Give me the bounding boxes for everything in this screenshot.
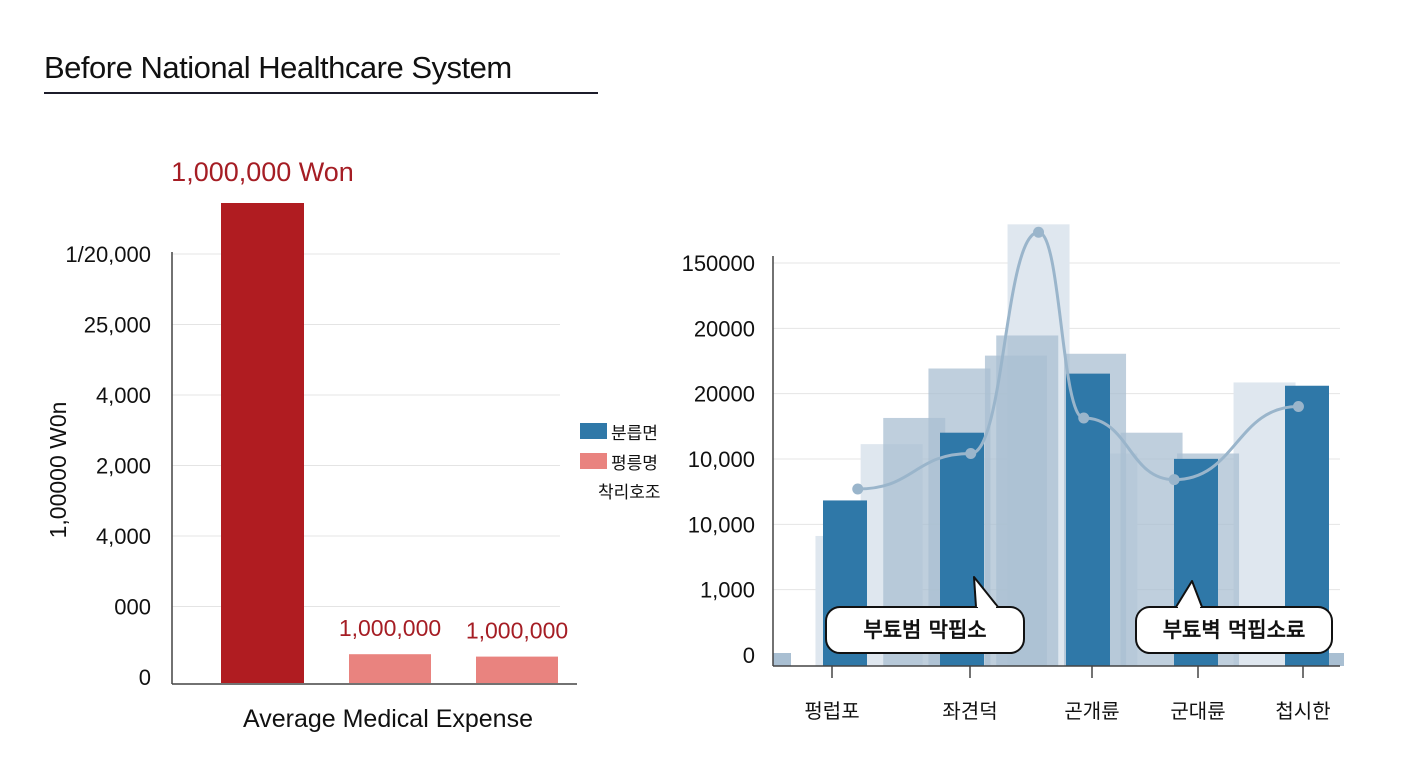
legend-item-red: 평릉명 (580, 446, 661, 476)
left-y-tick-label: 0 (139, 665, 151, 690)
right-y-tick-labels: 150000 20000 20000 10,000 10,000 1,000 0 (682, 251, 755, 668)
right-x-tick-label: 군대륜 (1170, 699, 1225, 723)
right-trend-point (1078, 412, 1090, 424)
left-data-label: 1,000,000 Won (171, 157, 354, 187)
title-underline (44, 92, 598, 94)
right-y-tick-label: 10,000 (688, 447, 755, 472)
right-x-tick-label: 곤개륜 (1064, 699, 1119, 723)
legend: 분릅면 평릉명 착리호조 (580, 416, 661, 503)
legend-note: 착리호조 (598, 483, 661, 503)
legend-item-blue: 분릅면 (580, 416, 661, 446)
right-trend-point (852, 483, 864, 495)
right-trend-point (1292, 401, 1304, 413)
legend-swatch-blue (580, 423, 607, 439)
right-y-tick-label: 20000 (694, 316, 755, 341)
right-bg-bar-edge (773, 653, 791, 666)
left-y-tick-label: 25,000 (84, 313, 151, 338)
left-x-axis-label: Average Medical Expense (243, 705, 533, 733)
left-y-tick-label: 4,000 (96, 383, 151, 408)
legend-label-blue: 분릅면 (611, 423, 658, 444)
left-bars (221, 203, 558, 683)
callout-box (825, 606, 1025, 654)
legend-swatch-red (580, 453, 607, 469)
right-bg-bar-edge (1328, 653, 1344, 666)
legend-label-red: 평릉명 (611, 453, 658, 474)
left-data-labels: 1,000,000 Won 1,000,000 1,000,000 (171, 157, 568, 644)
right-trend-point (1033, 226, 1045, 238)
left-data-label: 1,000,000 (466, 618, 568, 644)
right-y-tick-label: 1,000 (700, 578, 755, 603)
left-y-tick-label: 1/20,000 (65, 242, 151, 267)
right-trend-point (965, 447, 977, 459)
callout-text: 부툐범 막핍소 (863, 618, 986, 642)
page-title: Before National Healthcare System (44, 50, 512, 85)
callout-tail (973, 576, 999, 608)
right-x-tick-label: 첩시한 (1275, 699, 1330, 723)
right-y-tick-label: 0 (743, 643, 755, 668)
right-y-tick-label: 150000 (682, 251, 755, 276)
right-y-tick-label: 20000 (694, 382, 755, 407)
left-y-tick-label: 2,000 (96, 454, 151, 479)
right-callouts: 부툐범 막핍소 부툐벽 먹핍소료 (825, 576, 1333, 654)
callout-text: 부툐벽 먹핍소료 (1163, 618, 1306, 642)
right-trend-point (1168, 474, 1180, 486)
right-x-tick-labels: 펑럽포 좌견덕 곤개륜 군대륜 첩시한 (804, 666, 1331, 723)
right-y-tick-label: 10,000 (688, 512, 755, 537)
left-bar (349, 654, 431, 683)
callout-tail (1175, 580, 1203, 608)
callout-box (1135, 606, 1333, 654)
right-x-tick-label: 펑럽포 (804, 699, 859, 723)
right-x-tick-label: 좌견덕 (942, 699, 997, 723)
left-data-label: 1,000,000 (339, 615, 441, 641)
left-y-tick-label: 4,000 (96, 524, 151, 549)
right-trend-line (852, 226, 1304, 495)
left-bar (221, 203, 304, 683)
left-y-axis-label: 1,00000 W0n (45, 402, 71, 539)
left-y-tick-label: 000 (114, 595, 151, 620)
left-bar (476, 656, 558, 683)
